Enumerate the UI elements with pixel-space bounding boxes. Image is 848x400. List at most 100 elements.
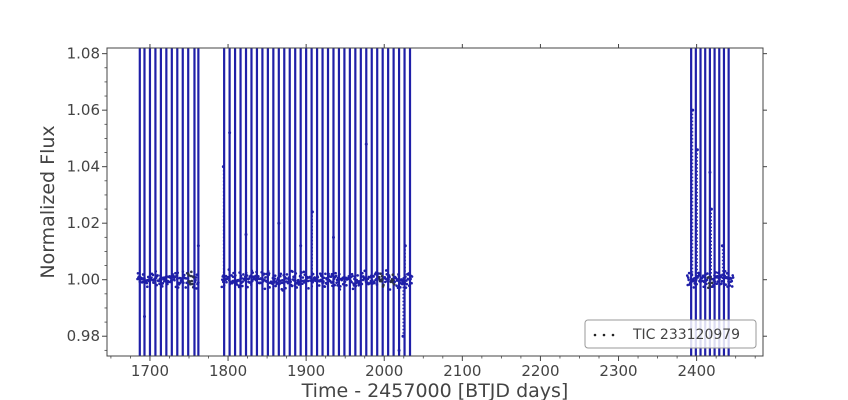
data-point bbox=[700, 276, 704, 280]
data-point bbox=[138, 280, 142, 284]
data-point bbox=[174, 285, 178, 289]
data-point bbox=[197, 281, 200, 284]
data-point bbox=[157, 279, 161, 283]
legend-box bbox=[584, 319, 757, 349]
data-point bbox=[337, 280, 340, 284]
outlier-point bbox=[720, 244, 724, 248]
legend: TIC 233120979 bbox=[584, 319, 757, 349]
data-point bbox=[716, 271, 720, 275]
data-point bbox=[343, 280, 347, 283]
data-point bbox=[333, 283, 337, 287]
data-point bbox=[372, 275, 375, 278]
data-point bbox=[692, 277, 696, 280]
outlier-point bbox=[310, 210, 314, 214]
data-point bbox=[300, 271, 303, 274]
data-point bbox=[342, 276, 345, 279]
y-tick-label: 1.06 bbox=[67, 101, 100, 119]
data-point bbox=[391, 273, 395, 276]
data-point bbox=[290, 284, 294, 288]
data-point bbox=[250, 269, 254, 272]
data-point bbox=[293, 275, 296, 278]
data-point bbox=[726, 285, 729, 288]
x-tick-label: 1900 bbox=[287, 362, 325, 380]
data-point bbox=[707, 286, 710, 290]
data-point bbox=[335, 278, 339, 282]
data-point bbox=[687, 271, 691, 275]
outlier-point bbox=[221, 165, 225, 169]
data-point bbox=[153, 281, 157, 285]
data-point bbox=[686, 276, 690, 279]
data-point bbox=[722, 279, 725, 283]
plot-frame bbox=[106, 47, 764, 357]
data-point bbox=[280, 281, 283, 285]
data-point bbox=[384, 269, 388, 272]
outlier-point bbox=[277, 221, 281, 225]
data-point bbox=[194, 278, 197, 282]
data-point bbox=[692, 286, 696, 289]
vertical-streak-layer bbox=[138, 48, 730, 356]
data-point bbox=[307, 287, 310, 290]
data-point bbox=[249, 274, 253, 277]
data-point bbox=[705, 278, 709, 282]
data-point bbox=[278, 282, 281, 286]
outlier-point bbox=[709, 207, 713, 211]
data-point bbox=[295, 286, 299, 289]
data-point bbox=[687, 278, 690, 282]
data-point bbox=[154, 269, 158, 273]
y-tick-label: 1.08 bbox=[67, 45, 100, 63]
data-point bbox=[714, 271, 718, 274]
data-point bbox=[388, 288, 392, 291]
data-point bbox=[338, 288, 342, 291]
y-tick-label: 1.00 bbox=[67, 271, 100, 289]
data-point bbox=[182, 281, 185, 285]
data-point bbox=[262, 272, 266, 276]
outlier-point bbox=[695, 148, 699, 152]
data-point bbox=[387, 277, 390, 281]
data-point bbox=[265, 280, 269, 284]
data-point bbox=[174, 271, 177, 275]
data-point bbox=[254, 274, 257, 278]
data-point bbox=[190, 270, 193, 274]
data-point bbox=[706, 272, 709, 275]
data-point bbox=[731, 274, 734, 277]
data-point bbox=[140, 276, 143, 280]
data-point bbox=[715, 282, 719, 286]
data-point bbox=[334, 271, 337, 275]
data-point bbox=[323, 285, 327, 288]
data-point bbox=[224, 274, 228, 278]
data-point bbox=[160, 285, 164, 288]
data-point bbox=[325, 282, 329, 286]
data-point bbox=[320, 275, 324, 278]
data-point bbox=[702, 285, 705, 289]
data-point bbox=[302, 270, 306, 274]
data-point bbox=[725, 272, 729, 275]
data-point bbox=[184, 286, 188, 289]
data-point bbox=[287, 276, 291, 279]
data-point bbox=[183, 273, 186, 277]
data-point bbox=[377, 275, 381, 279]
data-point bbox=[304, 281, 307, 285]
data-point bbox=[336, 284, 339, 287]
data-point bbox=[195, 287, 198, 290]
outlier-point bbox=[142, 314, 146, 318]
data-point bbox=[715, 274, 719, 278]
data-point bbox=[317, 284, 321, 287]
outlier-point-layer bbox=[142, 108, 724, 352]
data-point bbox=[393, 280, 397, 284]
data-point bbox=[164, 277, 168, 281]
data-point bbox=[303, 273, 307, 276]
data-point bbox=[178, 281, 182, 285]
data-point bbox=[318, 272, 322, 275]
data-point bbox=[263, 287, 267, 291]
data-point bbox=[136, 272, 140, 275]
data-point bbox=[380, 274, 384, 278]
data-point bbox=[146, 275, 150, 279]
outlier-point bbox=[691, 108, 695, 112]
data-point bbox=[407, 272, 411, 275]
data-point bbox=[264, 276, 267, 279]
data-point bbox=[380, 279, 383, 283]
data-point bbox=[221, 280, 225, 284]
data-point bbox=[291, 270, 294, 273]
data-point bbox=[410, 275, 414, 278]
data-point bbox=[242, 273, 245, 276]
